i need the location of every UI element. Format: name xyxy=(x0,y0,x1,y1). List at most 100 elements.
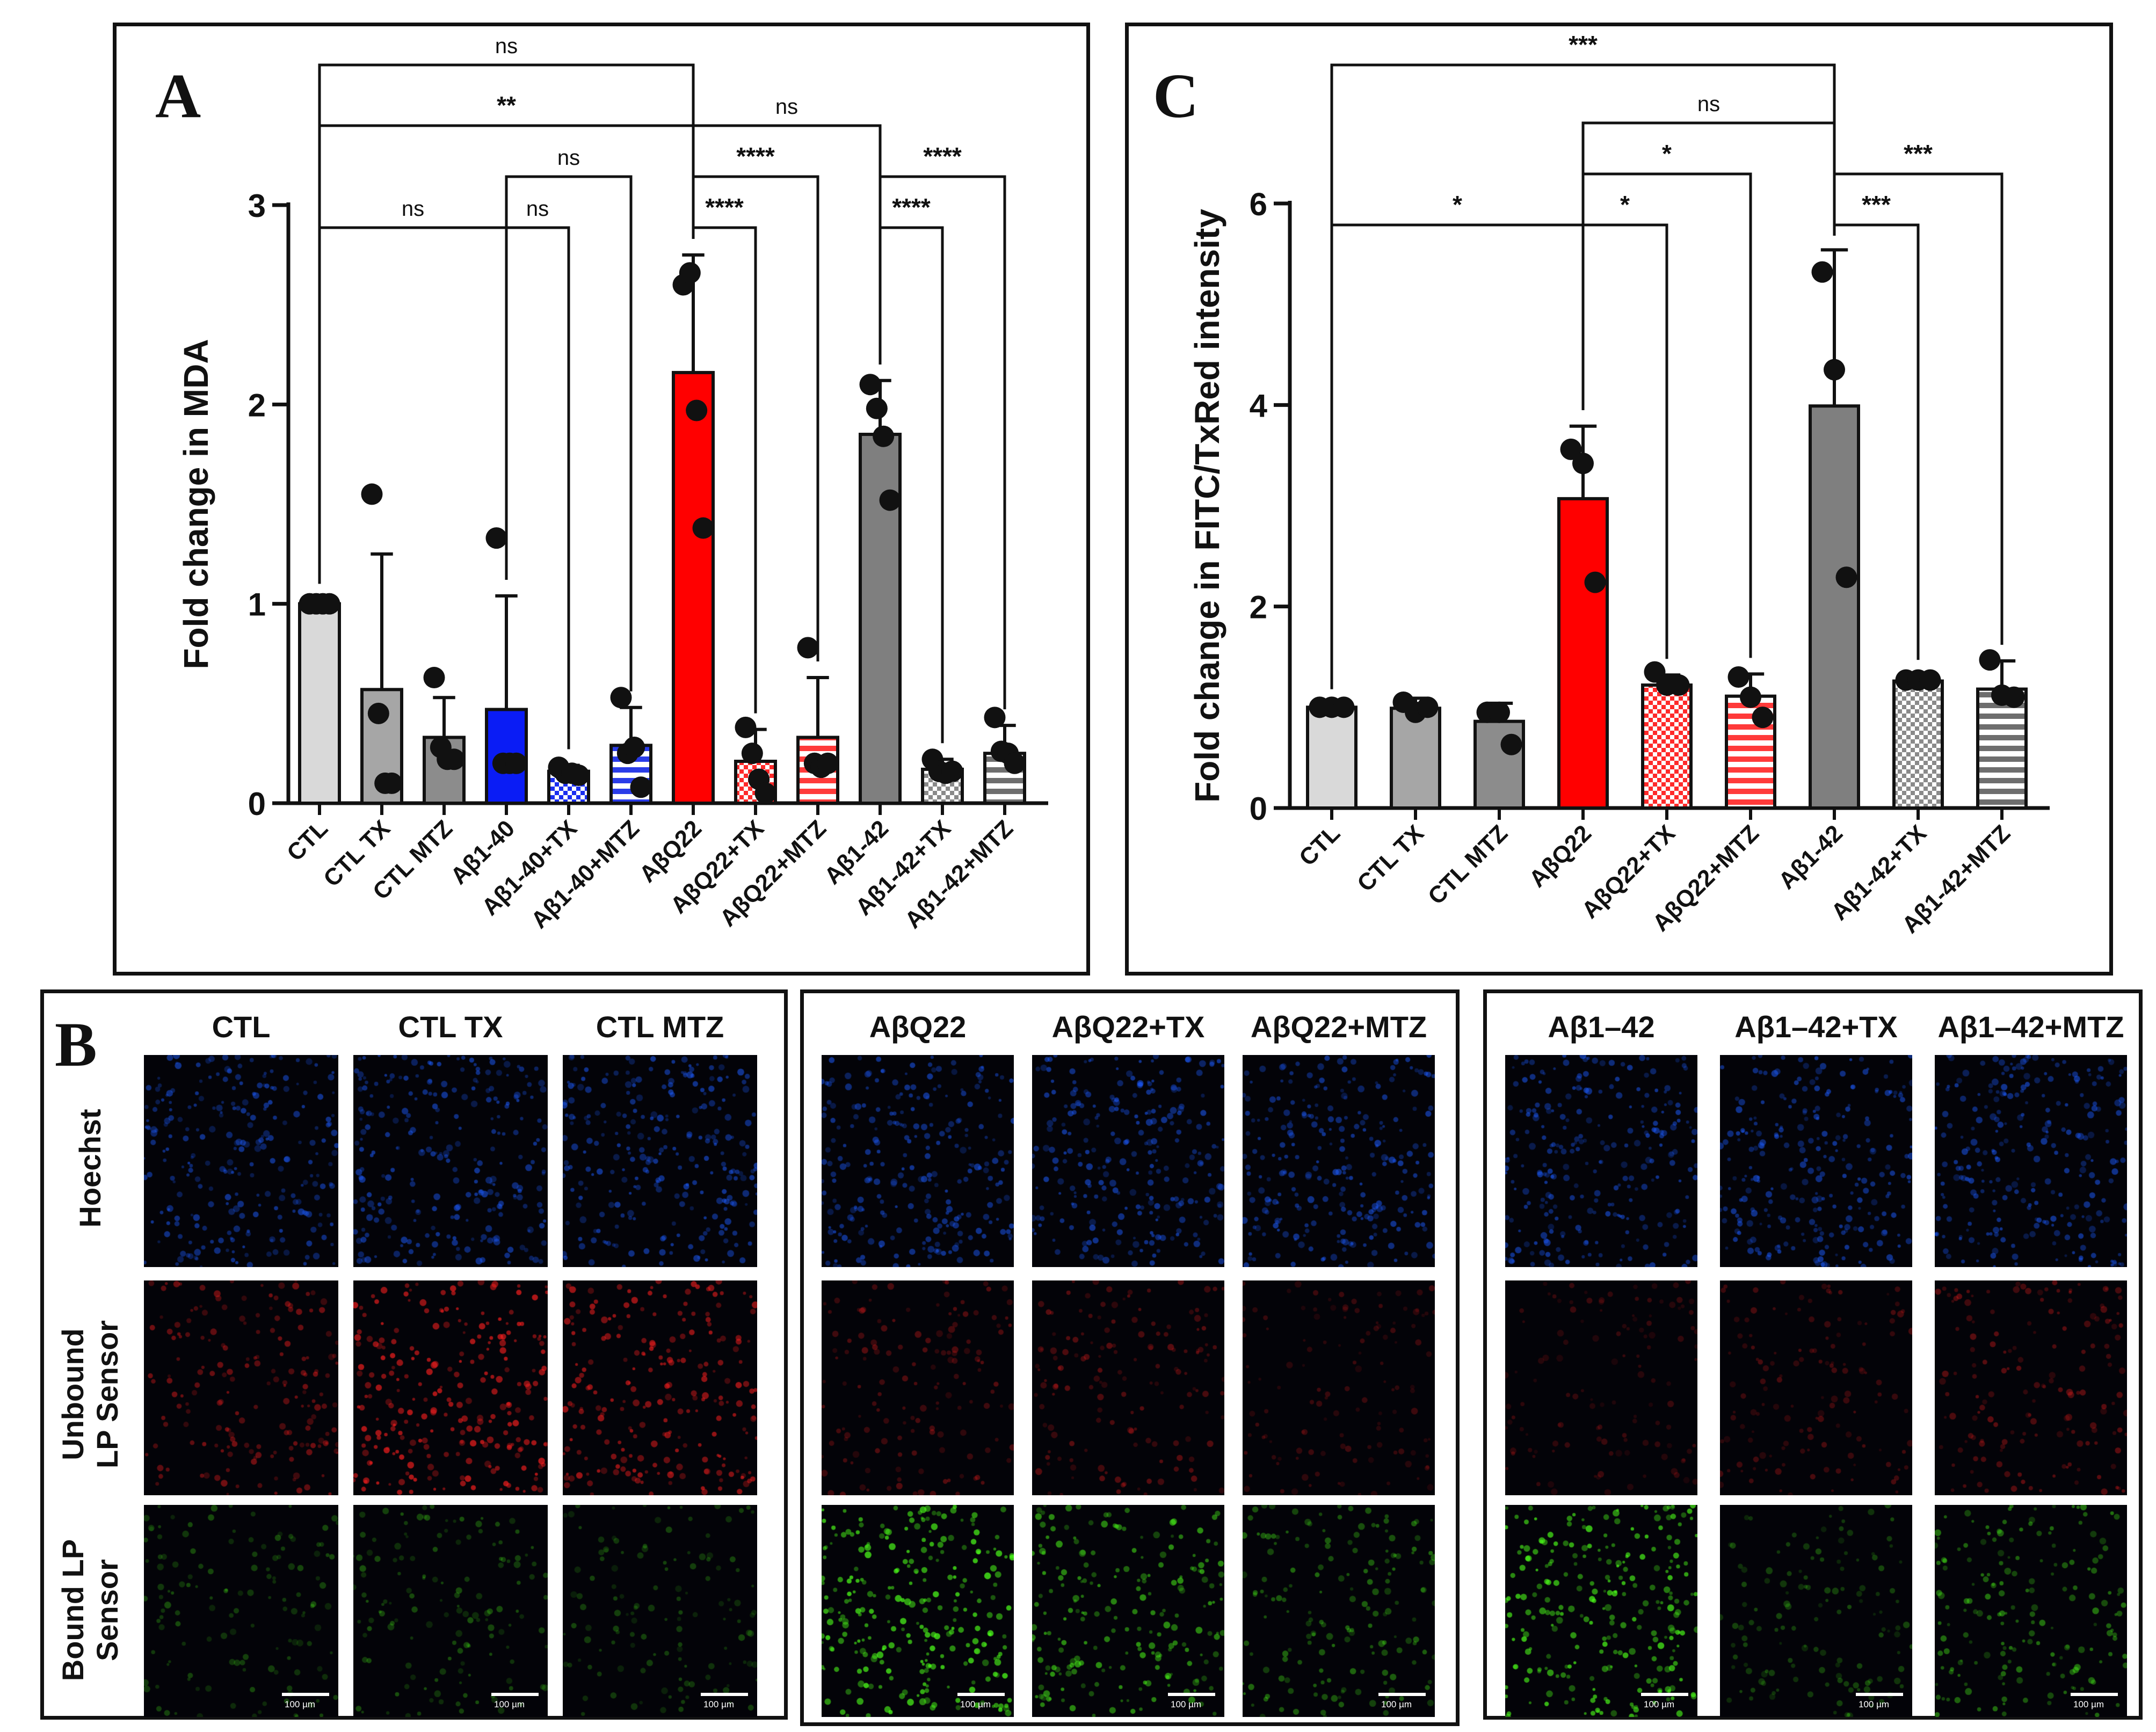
data-point xyxy=(1835,566,1857,588)
micrograph-bound xyxy=(1935,1505,2127,1717)
data-point xyxy=(423,667,445,689)
data-point xyxy=(2003,686,2025,708)
data-point xyxy=(381,772,403,794)
significance-label: **** xyxy=(705,193,744,221)
significance-label: * xyxy=(1620,191,1630,219)
y-tick-label: 1 xyxy=(248,587,266,623)
data-point xyxy=(1417,696,1439,718)
data-point xyxy=(630,776,652,798)
scale-bar xyxy=(1168,1693,1215,1696)
significance-label: ns xyxy=(1697,92,1720,116)
micrograph-hoechst xyxy=(1720,1055,1912,1267)
row-label-hoechst: Hoechst xyxy=(73,1109,107,1228)
y-tick-label: 3 xyxy=(248,188,266,224)
significance-label: ns xyxy=(526,197,549,221)
significance-bracket: *** xyxy=(1833,191,1920,660)
micrograph-hoechst xyxy=(822,1055,1014,1267)
data-point xyxy=(735,716,757,738)
panel-a-label: A xyxy=(155,61,201,131)
row-label-bound: Bound LP Sensor xyxy=(56,1539,124,1682)
scale-bar-label: 100 µm xyxy=(1381,1699,1412,1709)
bar-8 xyxy=(1976,687,2028,810)
x-tick-label: CTL xyxy=(282,815,333,866)
micrograph-bound xyxy=(822,1505,1014,1717)
significance-bracket: **** xyxy=(692,193,757,714)
significance-label: ns xyxy=(495,34,518,58)
scale-bar-label: 100 µm xyxy=(494,1699,525,1709)
significance-label: **** xyxy=(923,142,962,170)
chart-c: 0 2 4 6 Fold change in FITC/TxRed intensity C… xyxy=(1188,31,2050,938)
micrograph-hoechst xyxy=(144,1055,338,1267)
scale-bar-label: 100 µm xyxy=(285,1699,316,1709)
micrograph-bound xyxy=(1032,1505,1224,1717)
scale-bar xyxy=(1641,1693,1688,1696)
significance-bracket: **** xyxy=(692,142,819,662)
scale-bar-label: 100 µm xyxy=(1859,1699,1890,1709)
micrograph-hoechst xyxy=(563,1055,757,1267)
micrograph-bound xyxy=(353,1505,548,1717)
significance-label: *** xyxy=(1904,140,1933,168)
significance-label: ns xyxy=(402,197,424,221)
significance-bracket: * xyxy=(1581,191,1668,659)
micrograph-unbound xyxy=(822,1280,1014,1495)
micrograph-hoechst xyxy=(353,1055,548,1267)
bar-4 xyxy=(1641,683,1693,810)
data-point xyxy=(1584,571,1606,593)
significance-bracket: ns xyxy=(1581,92,1836,410)
significance-bracket: **** xyxy=(879,193,944,744)
significance-bracket: *** xyxy=(1833,140,2003,645)
bar-1 xyxy=(1390,707,1441,810)
scale-bar-label: 100 µm xyxy=(703,1699,735,1709)
data-point xyxy=(318,593,340,615)
significance-label: *** xyxy=(1569,31,1598,59)
row-label-unbound: Unbound LP Sensor xyxy=(56,1320,124,1468)
x-tick-label: CTL MTZ xyxy=(1423,820,1513,909)
micrograph-bound xyxy=(1720,1505,1912,1717)
micrograph-unbound xyxy=(1243,1280,1435,1495)
y-axis-label: Fold change in FITC/TxRed intensity xyxy=(1188,209,1226,803)
significance-bracket: ns xyxy=(318,197,508,584)
micrograph-unbound xyxy=(1720,1280,1912,1495)
data-point xyxy=(741,743,763,765)
y-tick-label: 4 xyxy=(1250,388,1268,424)
scale-bar-label: 100 µm xyxy=(1644,1699,1675,1709)
bar-3 xyxy=(1557,497,1609,810)
data-point xyxy=(797,637,819,659)
data-point xyxy=(1560,438,1582,460)
x-tick-label: Aβ1-42 xyxy=(1774,820,1848,894)
micrograph-unbound xyxy=(1935,1280,2127,1495)
data-point xyxy=(443,748,465,770)
bar-0 xyxy=(1306,705,1358,810)
column-title: CTL MTZ xyxy=(596,1010,724,1044)
significance-label: ns xyxy=(557,146,580,170)
y-tick-label: 2 xyxy=(1250,590,1267,625)
data-point xyxy=(984,707,1006,729)
scale-bar-label: 100 µm xyxy=(1171,1699,1202,1709)
data-point xyxy=(1727,666,1750,688)
scale-bar-label: 100 µm xyxy=(2073,1699,2104,1709)
panel-b-label: B xyxy=(55,1009,97,1080)
data-point xyxy=(679,262,701,284)
scale-bar xyxy=(1856,1693,1903,1696)
scale-bar-label: 100 µm xyxy=(960,1699,991,1709)
bar-0 xyxy=(298,602,341,805)
micrograph-bound xyxy=(1505,1505,1697,1717)
significance-bracket: ns xyxy=(692,95,882,365)
x-tick-label: AβQ22 xyxy=(1524,820,1596,892)
bar-2 xyxy=(1473,719,1525,810)
x-tick-label: Aβ1-42+MTZ xyxy=(900,815,1018,933)
scale-bar xyxy=(957,1693,1005,1696)
bar-6 xyxy=(1809,404,1860,810)
data-point xyxy=(692,517,714,539)
column-title: AβQ22+TX xyxy=(1051,1010,1205,1044)
micrograph-unbound xyxy=(563,1280,757,1495)
panel-a: 0 1 2 3 Fold change in MDA CTL CTL TX CTL MTZ Aβ… xyxy=(113,23,1090,976)
data-point xyxy=(1752,707,1774,729)
y-tick-label: 2 xyxy=(248,387,266,423)
scale-bar xyxy=(282,1693,329,1696)
data-point xyxy=(873,425,895,447)
data-point xyxy=(879,489,901,511)
data-point xyxy=(1979,649,2001,671)
scale-bar xyxy=(491,1693,539,1696)
